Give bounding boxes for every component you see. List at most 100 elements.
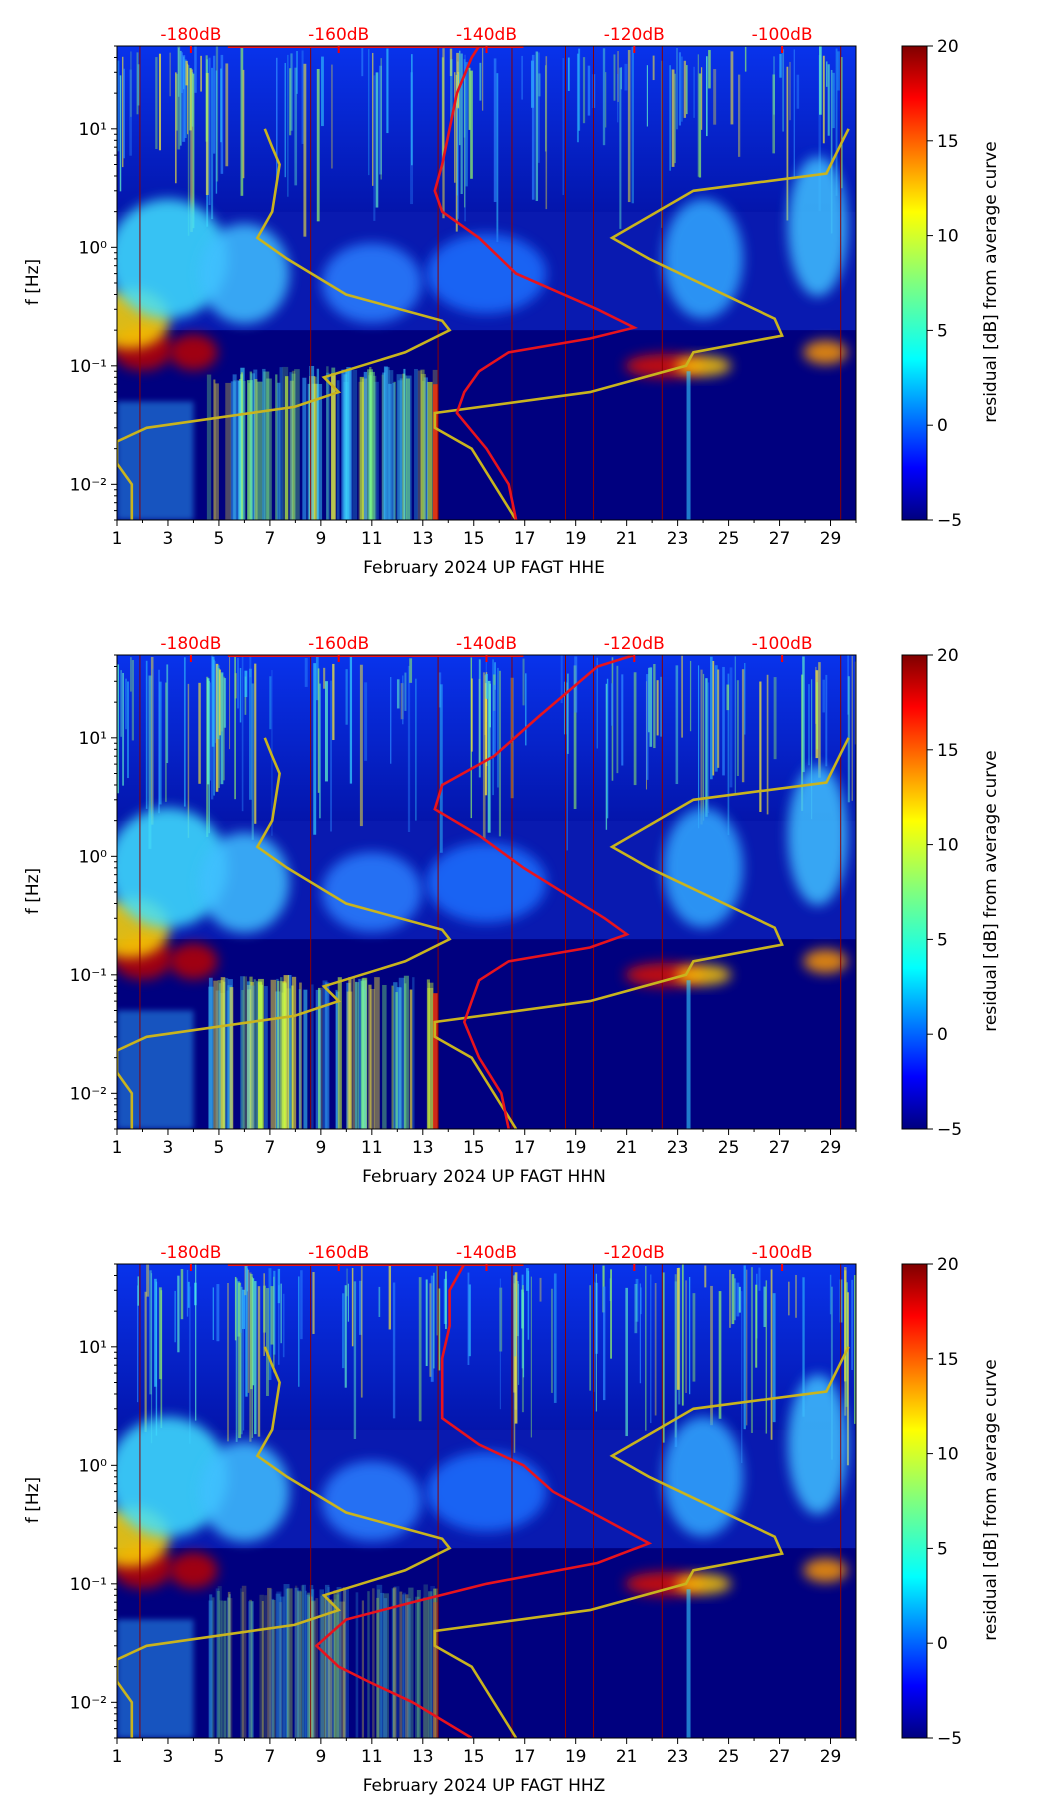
lf-streak (380, 1592, 385, 1738)
x-tick-label: 7 (264, 529, 275, 549)
x-tick-label: 27 (769, 1138, 791, 1158)
lf-streak (426, 979, 430, 1129)
hf-streak (845, 1282, 848, 1407)
x-tick-label: 11 (361, 1138, 383, 1158)
hf-streak (313, 663, 317, 835)
lf-streak (408, 1587, 414, 1738)
hf-streak (213, 55, 216, 154)
lf-streak (314, 376, 317, 520)
lf-streak (302, 377, 307, 520)
hf-streak (220, 54, 224, 174)
lf-streak (259, 1594, 264, 1738)
hf-streak (681, 1264, 684, 1406)
colorbar-label-1: residual [dB] from average curve (981, 141, 1001, 422)
colorbar-tick-label: −5 (937, 1729, 962, 1749)
hf-streak (854, 661, 856, 745)
hf-streak (344, 1285, 347, 1388)
colorbar-tick-label: 15 (937, 741, 959, 761)
hf-streak (530, 1276, 532, 1438)
spectral-blob (787, 765, 848, 906)
lf-streak (238, 380, 242, 520)
hf-streak (187, 683, 190, 838)
lf-streak (291, 370, 296, 520)
hf-streak (158, 53, 162, 151)
lf-streak (264, 986, 268, 1129)
hf-streak (726, 684, 730, 711)
hf-streak (513, 1283, 516, 1453)
hf-streak (237, 657, 239, 709)
hf-streak (531, 54, 535, 200)
hf-streak (737, 74, 741, 157)
lf-streak (382, 984, 387, 1129)
hf-streak (411, 54, 413, 166)
lf-streak (208, 986, 214, 1129)
lf-streak (372, 1588, 375, 1738)
x-tick-label: 9 (315, 529, 326, 549)
colorbar-tick-label: 0 (937, 1634, 948, 1654)
hf-streak (316, 68, 320, 222)
hf-streak (765, 1280, 768, 1434)
hf-streak (437, 1288, 441, 1371)
hf-streak (766, 674, 769, 815)
hf-streak (485, 674, 488, 699)
x-tick-label: 27 (769, 529, 791, 549)
hf-streak (660, 676, 663, 737)
hf-streak (789, 61, 791, 121)
hf-streak (652, 55, 655, 81)
hf-streak (702, 673, 705, 821)
hf-streak (496, 73, 499, 243)
lf-streak (253, 979, 256, 1129)
hf-streak (727, 673, 730, 836)
hf-streak (251, 683, 254, 840)
hf-streak (319, 683, 321, 819)
lf-streak (227, 1597, 230, 1738)
lf-streak (352, 369, 358, 520)
hf-streak (249, 655, 252, 678)
hf-streak (729, 667, 733, 788)
hf-streak (681, 56, 683, 122)
x-tick-label: 17 (514, 529, 536, 549)
lf-spike (432, 1602, 438, 1738)
hf-streak (705, 678, 708, 817)
y-tick-label: 10¹ (79, 1338, 107, 1358)
lf-streak (388, 370, 394, 520)
hf-streak (521, 55, 523, 100)
lf-streak (222, 977, 229, 1129)
hf-streak (604, 72, 607, 128)
psd-curve-3 (227, 1264, 653, 1738)
lf-streak (206, 374, 212, 520)
colorbar-tick-label: 0 (937, 416, 948, 436)
hf-streak (770, 1269, 773, 1440)
hf-streak (148, 675, 152, 849)
hf-streak (268, 1268, 272, 1380)
hf-streak (470, 70, 473, 179)
lf-streak (402, 1594, 405, 1738)
lf-streak (241, 990, 244, 1129)
lf-streak (358, 978, 361, 1129)
hf-streak (733, 1278, 736, 1321)
hf-streak (795, 1274, 797, 1318)
hf-streak (602, 1286, 606, 1401)
hf-streak (177, 1275, 180, 1353)
hf-streak (174, 1290, 176, 1343)
hf-streak (290, 53, 293, 131)
noise-model-high-line (433, 737, 850, 1129)
hf-streak (493, 58, 497, 202)
hf-streak (468, 67, 471, 130)
spectrogram-image-3 (117, 1264, 856, 1738)
hf-streak (211, 67, 214, 220)
spectral-blob (117, 807, 228, 928)
lf-streak (276, 1591, 282, 1738)
hf-streak (195, 1264, 197, 1421)
hf-streak (341, 1293, 345, 1369)
lf-streak (326, 366, 329, 520)
hf-streak (610, 1269, 612, 1359)
hf-streak (698, 73, 702, 178)
lf-streak (362, 977, 368, 1129)
lf-streak (343, 1589, 350, 1738)
hf-streak (303, 63, 307, 237)
spectrogram-2 (117, 655, 856, 1129)
lf-streak (287, 1588, 293, 1738)
hf-streak (464, 74, 466, 208)
hf-streak (730, 51, 734, 125)
